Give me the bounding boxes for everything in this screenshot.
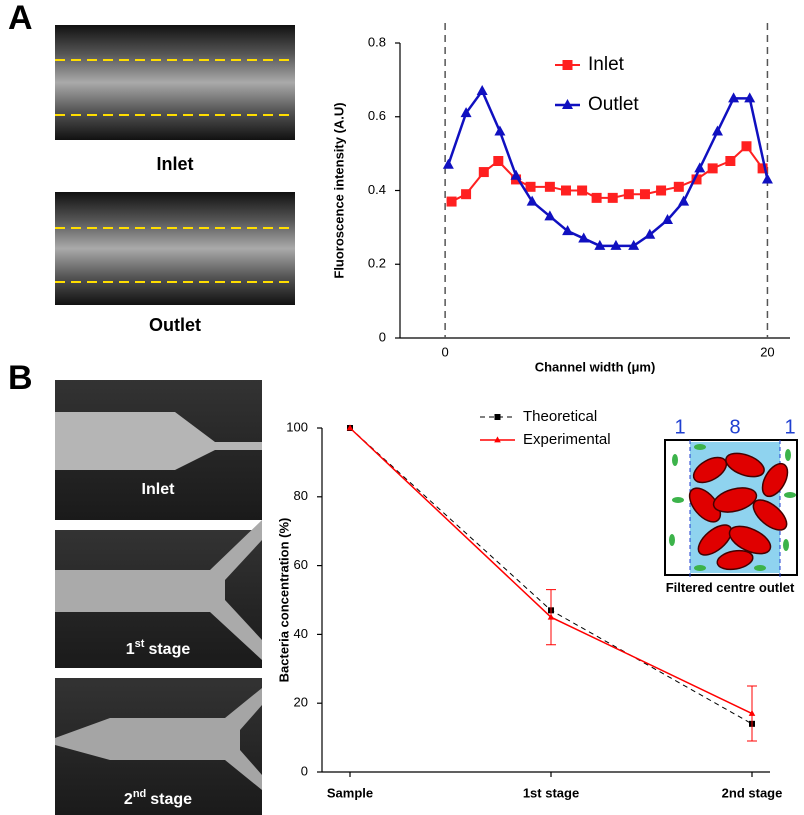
marker — [544, 181, 555, 192]
marker — [442, 158, 454, 169]
inset-caption: Filtered centre outlet — [665, 580, 795, 595]
marker — [510, 169, 522, 180]
marker — [460, 107, 472, 118]
marker — [610, 239, 622, 250]
marker — [607, 192, 618, 203]
y-tick-label: 0 — [301, 763, 308, 778]
series-line — [451, 144, 764, 203]
marker — [526, 195, 538, 206]
legend-label: Outlet — [588, 94, 639, 115]
marker — [707, 163, 718, 174]
lane-label: 1 — [784, 416, 795, 438]
outlet-image — [55, 192, 295, 305]
marker — [476, 84, 488, 95]
y-tick-label: 0.4 — [368, 182, 386, 197]
marker — [547, 613, 555, 620]
legend-label: Inlet — [588, 54, 625, 75]
legend-marker — [562, 99, 573, 109]
marker — [744, 92, 756, 103]
marker — [346, 424, 354, 431]
marker — [544, 210, 556, 221]
marker — [628, 239, 640, 250]
marker — [577, 185, 588, 196]
y-tick-label: 0.6 — [368, 108, 386, 123]
lane-label: 8 — [729, 416, 740, 438]
y-axis-label: Bacteria concentration (%) — [276, 518, 291, 683]
inset-diagram — [664, 439, 798, 580]
lane-label: 1 — [674, 416, 685, 438]
marker — [594, 239, 606, 250]
y-tick-label: 40 — [294, 626, 308, 641]
image-caption: 1st stage — [126, 638, 191, 658]
caption-number: 1 — [126, 641, 135, 658]
marker — [478, 167, 489, 178]
y-tick-label: 0 — [379, 329, 386, 344]
image-caption: Outlet — [149, 315, 201, 335]
x-tick-label: 0 — [442, 344, 449, 359]
legend-marker — [494, 414, 501, 420]
marker — [591, 192, 602, 203]
legend-label: Experimental — [523, 431, 611, 448]
caption-number: 2 — [124, 791, 133, 808]
marker — [728, 92, 740, 103]
first-stage-image — [55, 520, 262, 668]
marker — [461, 189, 472, 200]
marker — [560, 185, 571, 196]
marker — [694, 162, 706, 173]
marker — [578, 232, 590, 243]
x-axis-label: Channel width (μm) — [535, 359, 656, 374]
legend-label: Theoretical — [523, 408, 597, 425]
image-caption: 2nd stage — [124, 788, 192, 808]
panel-label: B — [8, 359, 33, 397]
marker — [662, 214, 674, 224]
marker — [446, 196, 457, 207]
marker — [623, 189, 634, 200]
y-tick-label: 60 — [294, 557, 308, 572]
inlet-stage-image — [55, 380, 262, 520]
y-tick-label: 0.8 — [368, 34, 386, 49]
x-tick-label: Sample — [327, 785, 373, 800]
panel-label: A — [8, 0, 33, 37]
image-caption: Inlet — [156, 154, 193, 174]
marker — [656, 185, 667, 196]
inlet-image — [55, 25, 295, 140]
marker — [639, 189, 650, 200]
y-tick-label: 0.2 — [368, 256, 386, 271]
marker — [725, 156, 736, 166]
y-axis-label: Fluoroscence intensity (A.U) — [331, 102, 346, 278]
caption-sup: nd — [133, 788, 146, 800]
x-tick-label: 1st stage — [523, 785, 579, 800]
y-tick-label: 20 — [294, 695, 308, 710]
y-tick-label: 80 — [294, 488, 308, 503]
legend-marker — [494, 436, 501, 443]
caption-sup: st — [135, 638, 145, 650]
second-stage-image — [55, 678, 262, 815]
caption-word: stage — [150, 791, 192, 808]
legend-marker — [562, 60, 573, 70]
marker — [711, 125, 723, 136]
marker — [678, 195, 690, 206]
marker — [494, 125, 506, 136]
caption-word: stage — [148, 641, 190, 658]
marker — [691, 174, 702, 185]
marker — [741, 141, 752, 152]
x-tick-label: 2nd stage — [722, 785, 783, 800]
marker — [748, 709, 756, 716]
x-tick-label: 20 — [760, 344, 774, 359]
marker — [761, 173, 773, 184]
image-caption: Inlet — [142, 481, 176, 498]
marker — [493, 156, 504, 166]
marker — [644, 228, 656, 239]
series-line — [447, 88, 769, 248]
marker — [757, 163, 768, 174]
marker — [562, 225, 574, 236]
y-tick-label: 100 — [286, 419, 308, 434]
marker — [673, 181, 684, 192]
marker — [525, 181, 536, 192]
